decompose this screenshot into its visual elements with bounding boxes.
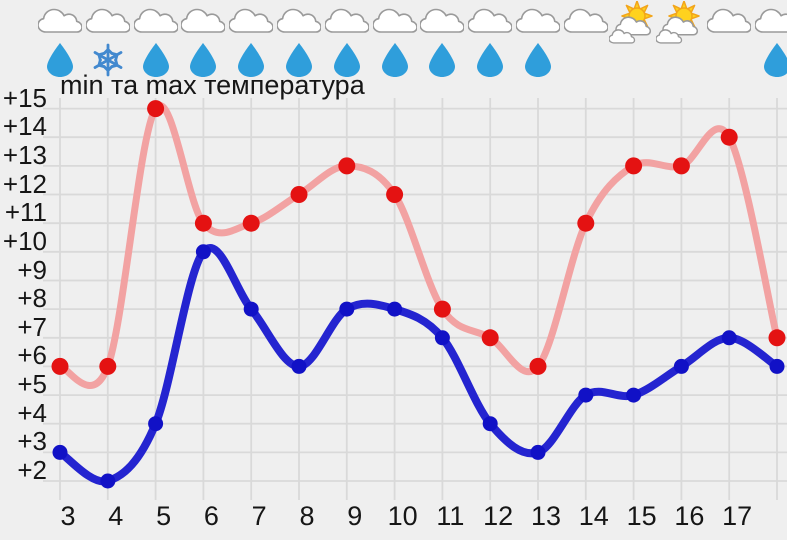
min-temp-point bbox=[578, 387, 594, 403]
cloud-icon bbox=[229, 8, 274, 34]
raindrop-icon bbox=[286, 43, 312, 77]
y-tick-label: +5 bbox=[17, 369, 47, 400]
max-temp-point bbox=[433, 300, 451, 318]
raindrop-icon bbox=[477, 43, 504, 77]
x-tick-label: 10 bbox=[387, 501, 418, 531]
x-tick-label: 14 bbox=[578, 501, 609, 531]
min-temp-point bbox=[52, 444, 68, 460]
max-temp-point bbox=[242, 214, 260, 232]
y-tick-label: +10 bbox=[2, 225, 47, 256]
y-tick-label: +8 bbox=[17, 283, 47, 314]
min-temp-line bbox=[56, 244, 781, 486]
cloud-icon bbox=[516, 8, 560, 34]
raindrop-icon bbox=[238, 43, 265, 77]
cloud-icon bbox=[324, 8, 369, 34]
x-tick-label: 13 bbox=[530, 501, 562, 531]
max-temp-point bbox=[386, 186, 404, 203]
y-tick-label: +6 bbox=[17, 340, 47, 371]
x-tick-label: 17 bbox=[722, 501, 753, 531]
y-tick-label: +4 bbox=[17, 397, 47, 428]
max-temp-point bbox=[290, 186, 308, 203]
x-tick-label: 4 bbox=[108, 501, 124, 531]
max-temp-point bbox=[194, 214, 212, 232]
y-tick-label: +12 bbox=[2, 168, 47, 199]
cloud-icon bbox=[468, 8, 513, 34]
min-temp-point bbox=[626, 387, 642, 403]
min-temp-point bbox=[387, 301, 403, 317]
min-temp-point bbox=[339, 301, 355, 317]
cloud-icon bbox=[372, 8, 417, 34]
max-temp-point bbox=[99, 357, 117, 375]
max-temp-point bbox=[481, 329, 499, 347]
x-tick-label: 5 bbox=[156, 501, 172, 531]
min-temp-point bbox=[482, 416, 498, 432]
raindrop-icon bbox=[525, 43, 551, 77]
x-tick-label: 6 bbox=[203, 501, 219, 531]
y-tick-label: +14 bbox=[2, 111, 47, 142]
y-tick-label: +7 bbox=[17, 311, 47, 342]
max-temp-point bbox=[338, 157, 356, 175]
y-tick-label: +13 bbox=[2, 139, 47, 170]
max-temp-point bbox=[720, 128, 738, 146]
raindrop-icon bbox=[142, 43, 169, 77]
min-temp-point bbox=[195, 244, 211, 260]
cloud-icon bbox=[563, 8, 608, 34]
cloud-icon bbox=[85, 8, 130, 34]
min-temp-point bbox=[721, 330, 737, 346]
raindrop-icon bbox=[190, 43, 217, 77]
min-temp-point bbox=[530, 444, 546, 460]
cloud-icon bbox=[755, 8, 787, 34]
raindrop-icon bbox=[333, 43, 360, 77]
cloud-icon bbox=[181, 8, 226, 34]
x-tick-label: 3 bbox=[60, 501, 76, 531]
min-temp-point bbox=[100, 473, 116, 489]
max-temp-point bbox=[577, 214, 595, 232]
max-temp-point bbox=[147, 100, 165, 118]
y-tick-label: +3 bbox=[17, 426, 47, 457]
max-temp-point bbox=[768, 329, 786, 347]
raindrop-icon bbox=[381, 43, 408, 77]
x-tick-label: 8 bbox=[299, 501, 315, 531]
max-temp-point bbox=[529, 357, 547, 375]
cloud-icon bbox=[277, 8, 321, 34]
x-tick-label: 11 bbox=[436, 501, 465, 531]
partly-sunny-icon bbox=[656, 1, 704, 47]
min-temp-point bbox=[769, 358, 785, 374]
partly-sunny-icon bbox=[608, 1, 657, 47]
max-temp-point bbox=[625, 157, 643, 175]
x-tick-label: 15 bbox=[626, 501, 657, 531]
y-tick-label: +2 bbox=[17, 455, 47, 485]
cloud-icon bbox=[420, 8, 465, 34]
chart-title: min та max температура bbox=[60, 70, 365, 100]
max-temp-point bbox=[51, 357, 69, 375]
cloud-icon bbox=[707, 8, 752, 34]
raindrop-icon bbox=[429, 43, 456, 77]
min-temp-point bbox=[148, 416, 164, 432]
min-temp-point bbox=[291, 358, 307, 374]
min-temp-point bbox=[243, 301, 259, 317]
min-temp-point bbox=[434, 330, 450, 346]
x-tick-label: 7 bbox=[251, 501, 267, 531]
max-temp-point bbox=[672, 157, 690, 175]
y-tick-label: +15 bbox=[2, 82, 47, 113]
x-tick-label: 9 bbox=[347, 501, 363, 531]
cloud-icon bbox=[133, 8, 178, 34]
raindrop-icon bbox=[764, 43, 787, 77]
max-temp-line bbox=[56, 102, 781, 389]
min-temp-point bbox=[673, 358, 689, 374]
y-tick-label: +11 bbox=[4, 197, 47, 228]
cloud-icon bbox=[38, 8, 82, 34]
x-tick-label: 16 bbox=[674, 501, 705, 531]
y-tick-label: +9 bbox=[17, 254, 47, 285]
snowflake-icon bbox=[91, 43, 125, 77]
x-tick-label: 12 bbox=[483, 501, 514, 531]
raindrop-icon bbox=[47, 43, 73, 77]
